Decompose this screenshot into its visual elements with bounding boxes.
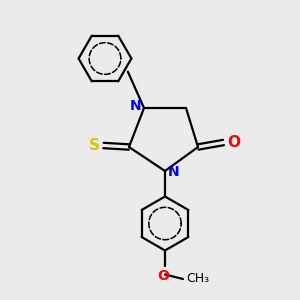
Text: O: O xyxy=(227,135,240,150)
Text: O: O xyxy=(158,268,169,283)
Text: CH₃: CH₃ xyxy=(187,272,210,286)
Text: N: N xyxy=(167,166,179,179)
Text: S: S xyxy=(88,138,100,153)
Text: N: N xyxy=(130,100,142,113)
